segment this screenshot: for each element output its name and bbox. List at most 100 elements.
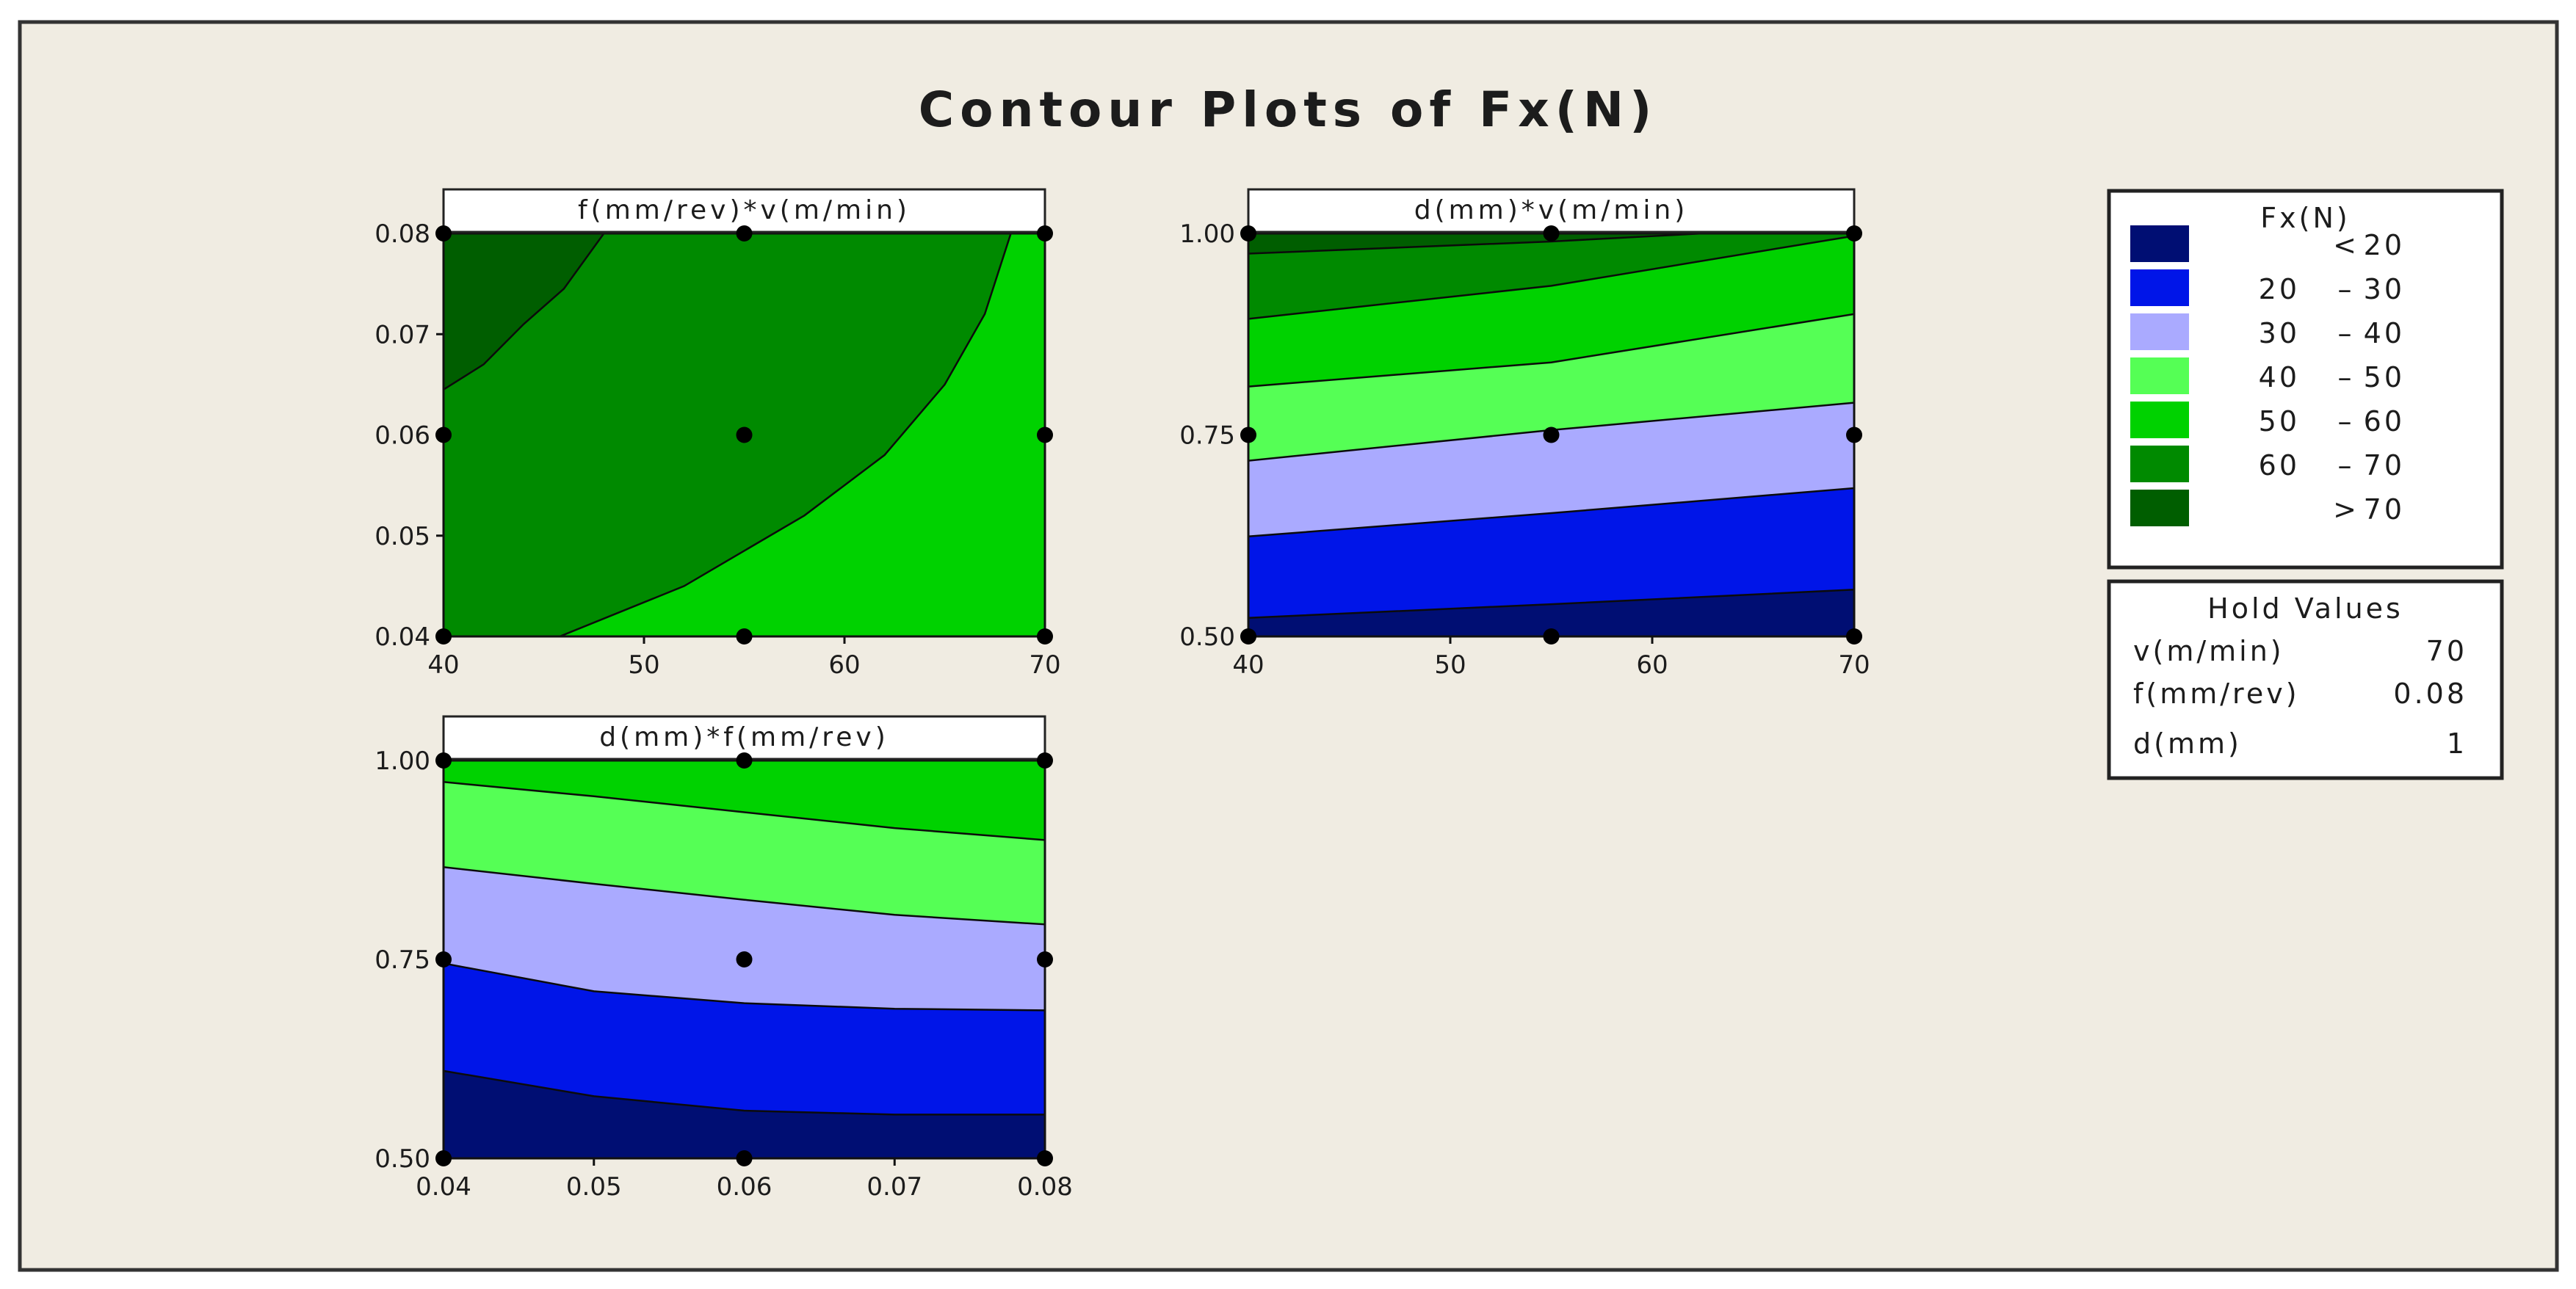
legend-swatch: [2130, 225, 2189, 262]
x-tick-label: 60: [828, 650, 860, 680]
design-point: [435, 1150, 452, 1166]
design-point: [1037, 225, 1053, 242]
legend-high: 40: [2364, 317, 2405, 349]
design-point: [1846, 628, 1862, 644]
x-tick-label: 50: [628, 650, 659, 680]
x-tick-label: 0.06: [717, 1172, 773, 1202]
panel-title: f(mm/rev)*v(m/min): [578, 195, 911, 225]
legend-high: 30: [2364, 273, 2405, 305]
hold-name: v(m/min): [2133, 635, 2284, 667]
y-tick-label: 1.00: [1179, 219, 1235, 249]
plot-panels: f(mm/rev)*v(m/min) 40 50 60 70 0.04 0.05 0.06 0.…: [375, 188, 1870, 1202]
design-point: [1037, 951, 1053, 967]
hold-value: 70: [2426, 635, 2467, 667]
design-point: [435, 951, 452, 967]
design-point: [1240, 426, 1256, 443]
hold-value: 0.08: [2393, 678, 2467, 710]
x-tick-label: 0.04: [416, 1172, 471, 1202]
legend-swatch: [2130, 490, 2189, 526]
x-tick-label: 70: [1029, 650, 1060, 680]
design-point: [736, 1150, 753, 1166]
legend-high: 60: [2364, 405, 2405, 437]
design-point: [435, 628, 452, 644]
contour-panel-1: f(mm/rev)*v(m/min) 40 50 60 70 0.04 0.05 0.06 0.…: [375, 188, 1061, 680]
design-point: [1240, 225, 1256, 242]
hold-name: d(mm): [2133, 727, 2242, 760]
contour-band: [559, 233, 1045, 636]
design-point: [1240, 628, 1256, 644]
design-point: [1543, 426, 1560, 443]
contour-panel-3: d(mm)*f(mm/rev) 0.04 0.05 0.06 0.07 0.08 0.50 0…: [375, 715, 1073, 1202]
legend-high: 70: [2364, 449, 2405, 482]
design-point: [736, 951, 753, 967]
hold-name: f(mm/rev): [2133, 678, 2300, 710]
design-point: [1543, 225, 1560, 242]
contour-band: [444, 760, 1045, 841]
legend-high: 70: [2364, 493, 2405, 526]
design-point: [1037, 752, 1053, 769]
y-tick-label: 0.75: [1179, 421, 1235, 451]
contour-band: [444, 233, 605, 391]
hold-value: 1: [2447, 727, 2467, 760]
legend-title: Fx(N): [2260, 202, 2350, 234]
x-tick-label: 0.07: [866, 1172, 922, 1202]
legend-sep: –: [2338, 361, 2355, 393]
design-point: [736, 752, 753, 769]
chart-title: Contour Plots of Fx(N): [919, 81, 1658, 138]
legend-low: 50: [2259, 405, 2300, 437]
legend-sep: –: [2338, 449, 2355, 482]
x-tick-label: 50: [1434, 650, 1466, 680]
y-tick-label: 0.06: [375, 421, 430, 451]
design-point: [1543, 628, 1560, 644]
x-tick-label: 60: [1636, 650, 1668, 680]
y-tick-label: 0.08: [375, 219, 430, 249]
design-point: [435, 752, 452, 769]
panel-title: d(mm)*v(m/min): [1414, 195, 1689, 225]
contour-area: [1248, 233, 1854, 636]
y-tick-label: 0.50: [375, 1144, 430, 1174]
legend-low: 30: [2259, 317, 2300, 349]
design-point: [1846, 426, 1862, 443]
contour-band: [1248, 233, 1854, 320]
x-tick-label: 0.08: [1017, 1172, 1073, 1202]
design-point: [435, 225, 452, 242]
hold-title: Hold Values: [2207, 592, 2403, 625]
design-point: [435, 426, 452, 443]
legend-high: 50: [2364, 361, 2405, 393]
y-tick-label: 0.75: [375, 945, 430, 975]
panel-title-strip: [442, 715, 1046, 760]
panel-title-strip: [1247, 188, 1856, 233]
legend-low: 20: [2259, 273, 2300, 305]
legend-sep: <: [2333, 229, 2359, 261]
x-tick-label: 40: [427, 650, 459, 680]
legend-swatch: [2130, 402, 2189, 438]
contour-panel-2: d(mm)*v(m/min) 40 50 60 70 0.50 0.75 1.00: [1179, 188, 1870, 680]
legend-sep: –: [2338, 273, 2355, 305]
design-point: [736, 225, 753, 242]
legend-sep: >: [2333, 493, 2359, 526]
legend-sep: –: [2338, 317, 2355, 349]
legend-swatch: [2130, 313, 2189, 350]
design-point: [1037, 1150, 1053, 1166]
legend-high: 20: [2364, 229, 2405, 261]
design-point: [1037, 426, 1053, 443]
legend-low: 60: [2259, 449, 2300, 482]
design-point: [1846, 225, 1862, 242]
y-tick-label: 0.07: [375, 320, 430, 349]
design-point: [736, 426, 753, 443]
y-tick-label: 0.50: [1179, 622, 1235, 652]
x-tick-label: 0.05: [566, 1172, 622, 1202]
y-tick-label: 1.00: [375, 747, 430, 776]
contour-band: [1248, 233, 1721, 255]
x-tick-label: 40: [1232, 650, 1264, 680]
legend-sep: –: [2338, 405, 2355, 437]
contour-area: [444, 760, 1045, 1158]
panel-title-strip: [442, 188, 1046, 233]
hold-values-box: Hold Values v(m/min) 70 f(mm/rev) 0.08 d(mm) 1: [2107, 579, 2504, 780]
legend-swatch: [2130, 357, 2189, 394]
y-tick-label: 0.05: [375, 522, 430, 551]
design-point: [1037, 628, 1053, 644]
legend-swatch: [2130, 269, 2189, 306]
